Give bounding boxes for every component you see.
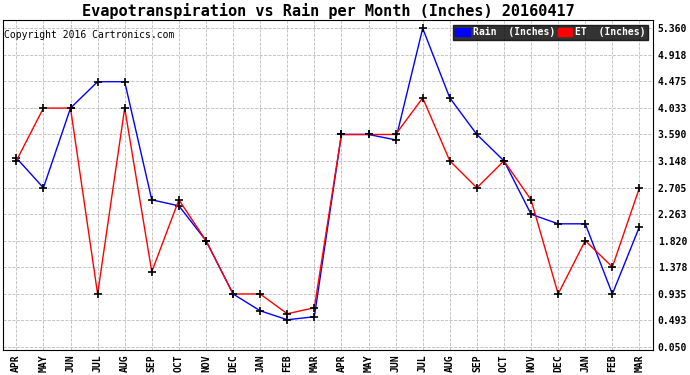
- Text: Copyright 2016 Cartronics.com: Copyright 2016 Cartronics.com: [4, 30, 175, 40]
- Title: Evapotranspiration vs Rain per Month (Inches) 20160417: Evapotranspiration vs Rain per Month (In…: [81, 3, 574, 19]
- Legend: Rain  (Inches), ET  (Inches): Rain (Inches), ET (Inches): [453, 25, 648, 40]
